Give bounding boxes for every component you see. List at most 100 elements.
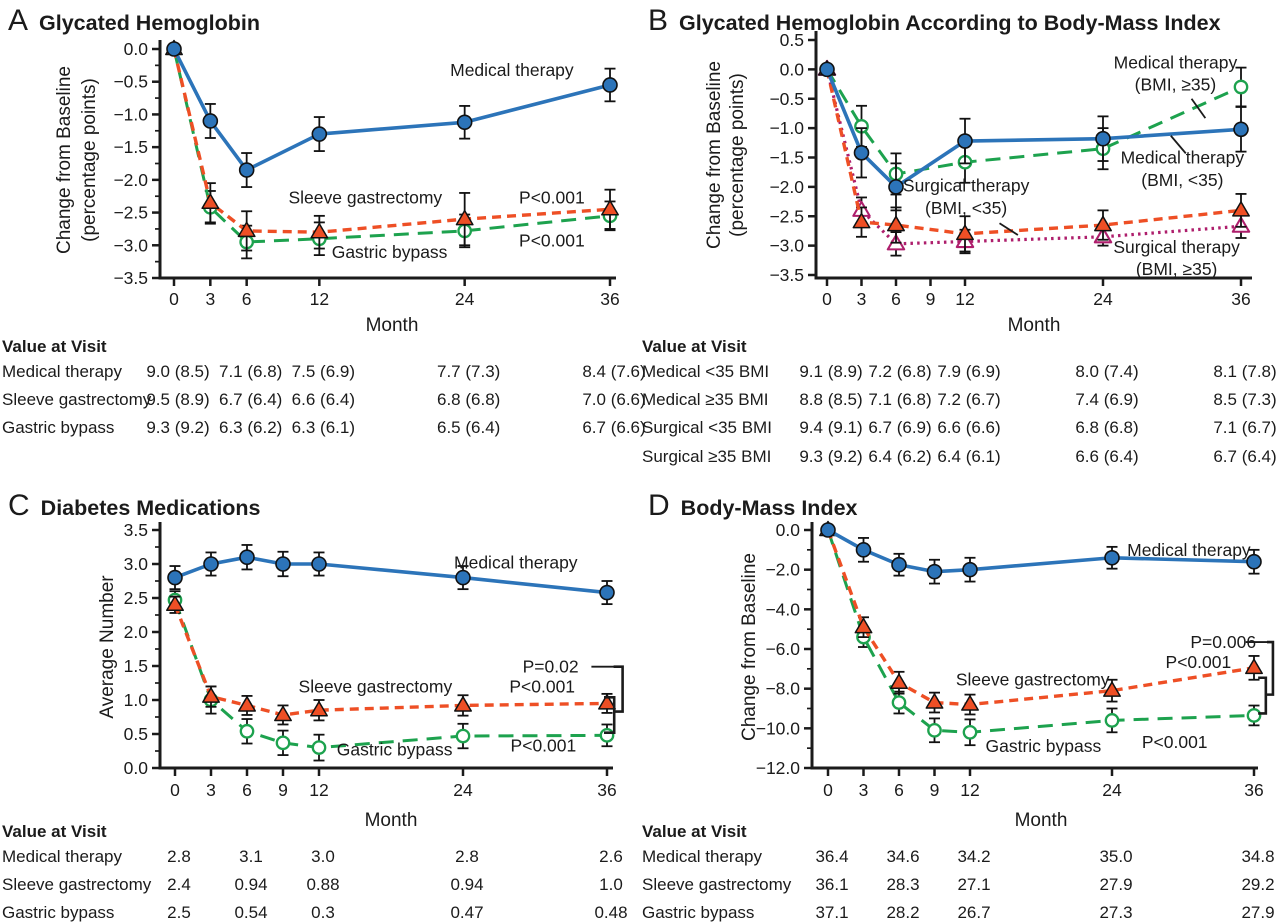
svg-text:0: 0	[170, 780, 180, 800]
svg-text:12: 12	[960, 780, 979, 800]
annotation-pointer-line	[1190, 98, 1207, 119]
value-at-visit-table: Value at Visit Medical therapy 2.8 3.1 3.0 2…	[0, 485, 640, 922]
svg-text:−0.5: −0.5	[769, 89, 804, 109]
table-cell: 6.6 (6.4)	[1075, 446, 1139, 466]
table-cell: 7.9 (6.9)	[937, 362, 1001, 381]
series-gastric-bypass	[820, 522, 1262, 747]
table-cell: 6.4 (6.1)	[937, 446, 1001, 466]
data-point-triangle	[925, 693, 944, 709]
table-cell: 6.7 (6.4)	[1213, 446, 1277, 466]
data-point-circle	[311, 556, 327, 572]
panel-glycated-hemoglobin-bmi: 0.5 0.0 −0.5 −1.0 −1.5 −2.0 −2.5 −3.0 −3.5 0 3 6 9 12…	[640, 0, 1280, 485]
table-cell: 7.2 (6.7)	[937, 390, 1001, 410]
svg-text:−1.0: −1.0	[113, 104, 148, 124]
table-cell: 27.9	[1241, 903, 1275, 923]
table-cell: 6.6 (6.4)	[291, 390, 355, 410]
data-point-triangle	[1094, 215, 1112, 232]
table-row-label: Medical <35 BMI	[642, 362, 770, 381]
table-cell: 7.0 (6.6)	[582, 390, 646, 410]
annotation-label: P=0.02	[523, 657, 579, 677]
svg-text:1.5: 1.5	[124, 656, 148, 676]
svg-text:−4.0: −4.0	[765, 599, 800, 619]
data-point-circle	[203, 556, 219, 572]
table-cell: 27.3	[1099, 903, 1133, 923]
panel-body-mass-index: 0.0 −2.0 −4.0 −6.0 −8.0 −10.0 −12.0 0 3 6 9 12 24 36 M…	[640, 485, 1280, 922]
data-point-triangle	[1232, 201, 1250, 217]
data-point-circle	[455, 569, 471, 586]
svg-text:6: 6	[894, 780, 904, 800]
value-at-visit-table: Value at Visit Medical therapy 9.0 (8.5) 7…	[0, 0, 646, 485]
annotation-label: Medical therapy	[450, 60, 574, 80]
data-point-open-circle	[891, 695, 907, 710]
annotation-label: P=0.006	[1190, 632, 1256, 652]
table-cell: 7.5 (6.9)	[291, 362, 355, 381]
table-cell: 7.1 (6.7)	[1213, 418, 1277, 438]
svg-text:3: 3	[206, 780, 216, 800]
svg-text:0: 0	[822, 289, 832, 309]
series-medical-therapy	[820, 522, 1262, 585]
svg-text:−8.0: −8.0	[765, 679, 800, 699]
table-cell: 27.1	[957, 875, 991, 895]
table-cell: 0.88	[306, 875, 340, 895]
table-cell: 6.5 (6.4)	[437, 418, 501, 438]
chart-glycated-hemoglobin-bmi: 0.50.0−0.5−1.0−1.5−2.0−2.5−3.0−3.50 3 6 9 12…	[704, 30, 1252, 336]
panel-header: C Diabetes Medications	[8, 489, 261, 523]
data-point-triangle	[237, 221, 256, 238]
svg-text:−3.0: −3.0	[769, 236, 804, 256]
svg-text:−2.0: −2.0	[769, 177, 804, 197]
series-medical-therapy-bmi-35	[819, 61, 1249, 212]
svg-text:−1.5: −1.5	[113, 137, 148, 157]
comparison-bracket	[1267, 640, 1275, 696]
x-axis-label: Month	[1015, 810, 1068, 831]
svg-text:−12.0: −12.0	[756, 758, 801, 778]
data-point-triangle	[454, 696, 472, 712]
table-cell: 6.4 (6.2)	[868, 446, 932, 466]
svg-text:12: 12	[310, 289, 329, 309]
svg-text:24: 24	[1102, 780, 1122, 800]
panel-title: Body-Mass Index	[680, 496, 858, 520]
svg-text:−10.0: −10.0	[756, 718, 801, 738]
data-point-open-circle	[927, 722, 942, 738]
data-point-triangle	[238, 696, 256, 712]
data-point-circle	[167, 569, 183, 586]
annotation-label: (BMI, ≥35)	[1135, 75, 1217, 95]
table-cell: 2.8	[167, 847, 191, 866]
x-axis-label: Month	[365, 810, 418, 831]
panel-letter: A	[8, 4, 29, 37]
table-row-label: Sleeve gastrectomy	[642, 875, 792, 895]
svg-text:0.0: 0.0	[776, 520, 801, 540]
data-point-open-circle	[311, 740, 327, 755]
data-point-circle	[602, 77, 618, 93]
y-axis-label: (percentage points)	[727, 73, 748, 237]
svg-text:0.0: 0.0	[124, 758, 149, 778]
data-point-circle	[957, 133, 973, 149]
panel-title: Diabetes Medications	[40, 496, 261, 520]
data-point-circle	[456, 114, 473, 131]
annotation-label: Medical therapy	[1127, 540, 1251, 560]
table-cell: 9.3 (9.2)	[799, 446, 863, 466]
svg-text:0: 0	[823, 780, 833, 800]
data-point-triangle	[956, 224, 974, 241]
table-cell: 8.0 (7.4)	[1075, 362, 1139, 381]
table-cell: 27.9	[1099, 875, 1133, 895]
data-point-open-circle	[1104, 713, 1120, 728]
table-row-label: Sleeve gastrectomy	[2, 875, 152, 895]
annotation-label: (BMI, <35)	[1141, 170, 1223, 190]
table-cell: 6.7 (6.9)	[868, 418, 932, 438]
series-medical-therapy	[167, 544, 615, 606]
data-point-circle	[962, 561, 978, 578]
axes: 0.0−2.0−4.0−6.0−8.0−10.0−12.00 3 6 9 12 24 36M…	[739, 520, 1264, 831]
data-point-triangle	[1103, 681, 1121, 697]
axes: 0.0−0.5−1.0−1.5−2.0−2.5−3.0−3.50 3 6 12 24 36…	[54, 39, 620, 336]
data-point-triangle	[852, 212, 871, 229]
table-cell: 6.8 (6.8)	[437, 390, 501, 410]
annotation-label: Surgical therapy	[1113, 237, 1240, 257]
table-cell: 34.8	[1241, 847, 1275, 866]
table-cell: 9.0 (8.5)	[146, 362, 210, 381]
table-cell: 29.2	[1241, 875, 1275, 895]
table-cell: 6.8 (6.8)	[1075, 418, 1139, 438]
value-at-visit-table: Value at Visit Medical <35 BMI 9.1 (8.9) 7…	[640, 0, 1280, 485]
data-point-circle	[855, 542, 872, 558]
svg-text:9: 9	[926, 289, 936, 309]
svg-text:−3.0: −3.0	[113, 235, 148, 255]
